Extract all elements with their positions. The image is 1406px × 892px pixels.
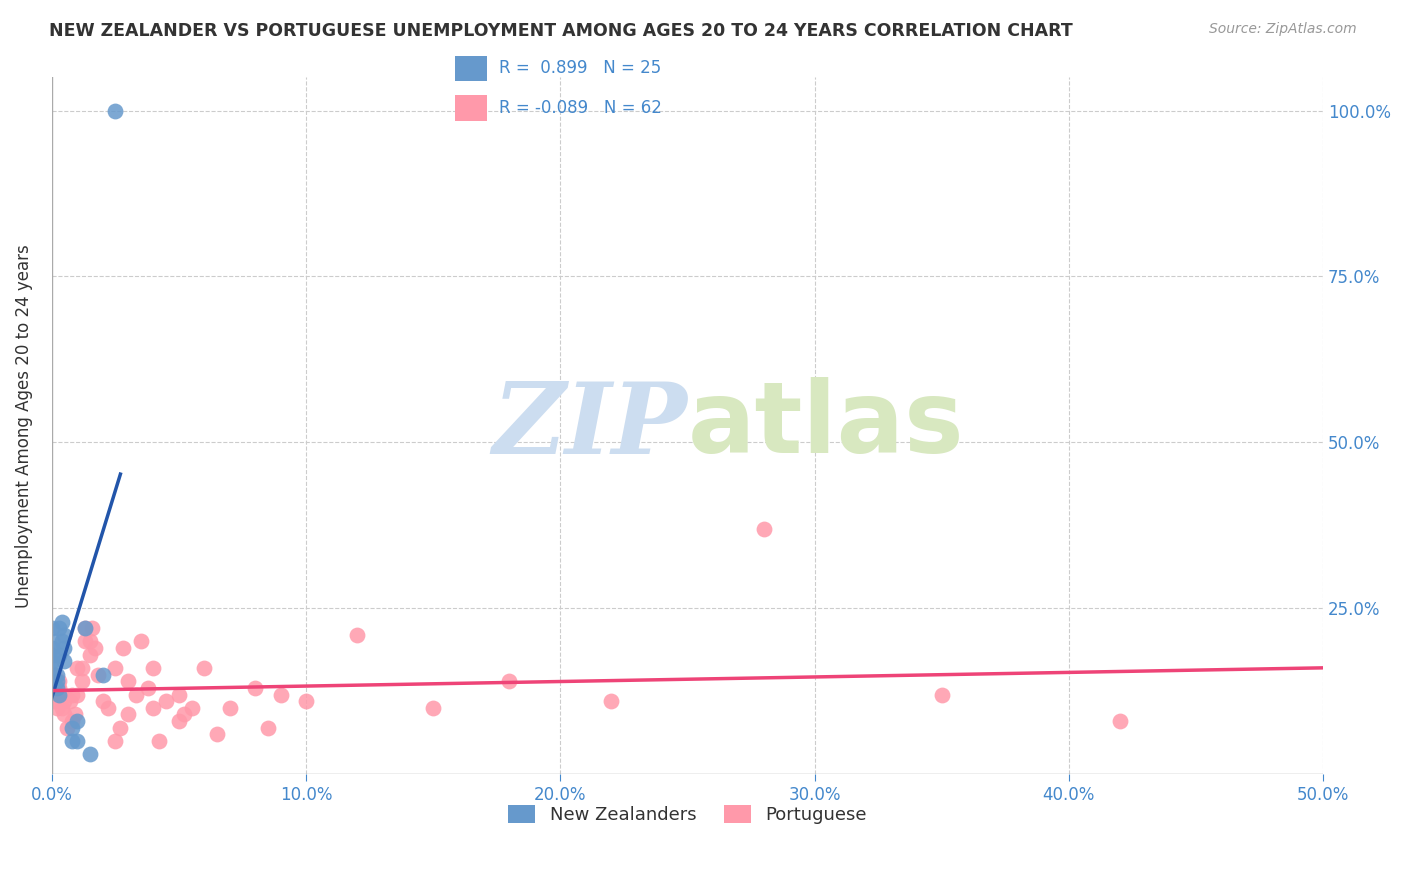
Text: R = -0.089   N = 62: R = -0.089 N = 62 bbox=[499, 99, 662, 117]
Point bbox=[79, 747, 101, 762]
Point bbox=[86, 667, 108, 681]
Point bbox=[60, 688, 83, 702]
Point bbox=[41, 674, 63, 689]
Point bbox=[53, 707, 76, 722]
Point bbox=[45, 674, 67, 689]
Point bbox=[142, 700, 165, 714]
Point bbox=[180, 700, 202, 714]
Point bbox=[51, 634, 73, 648]
Point bbox=[79, 634, 101, 648]
Point bbox=[104, 734, 127, 748]
Point bbox=[129, 634, 152, 648]
Point bbox=[600, 694, 623, 708]
Point bbox=[60, 721, 83, 735]
Point bbox=[53, 694, 76, 708]
Point bbox=[73, 621, 96, 635]
Point bbox=[84, 641, 107, 656]
Point bbox=[45, 688, 67, 702]
Y-axis label: Unemployment Among Ages 20 to 24 years: Unemployment Among Ages 20 to 24 years bbox=[15, 244, 32, 607]
Point bbox=[73, 634, 96, 648]
Point bbox=[56, 721, 79, 735]
Text: NEW ZEALANDER VS PORTUGUESE UNEMPLOYMENT AMONG AGES 20 TO 24 YEARS CORRELATION C: NEW ZEALANDER VS PORTUGUESE UNEMPLOYMENT… bbox=[49, 22, 1073, 40]
Point bbox=[138, 681, 160, 695]
Point bbox=[44, 667, 66, 681]
Legend: New Zealanders, Portuguese: New Zealanders, Portuguese bbox=[509, 805, 866, 824]
Point bbox=[73, 621, 96, 635]
Point bbox=[173, 707, 195, 722]
FancyBboxPatch shape bbox=[454, 55, 486, 81]
Point bbox=[167, 714, 190, 728]
Point bbox=[63, 707, 86, 722]
Point bbox=[66, 661, 89, 675]
Point bbox=[295, 694, 318, 708]
Point bbox=[124, 688, 146, 702]
Text: atlas: atlas bbox=[688, 377, 965, 475]
Point bbox=[41, 621, 63, 635]
FancyBboxPatch shape bbox=[454, 95, 486, 120]
Point bbox=[41, 661, 63, 675]
Point bbox=[51, 700, 73, 714]
Point bbox=[142, 661, 165, 675]
Point bbox=[72, 674, 94, 689]
Point bbox=[48, 648, 70, 662]
Point bbox=[66, 734, 89, 748]
Point bbox=[41, 634, 63, 648]
Point bbox=[243, 681, 266, 695]
Point bbox=[72, 661, 94, 675]
Point bbox=[41, 648, 63, 662]
Point bbox=[41, 654, 63, 668]
Point bbox=[45, 700, 67, 714]
Point bbox=[41, 641, 63, 656]
Point bbox=[257, 721, 280, 735]
Point bbox=[51, 615, 73, 629]
Point bbox=[53, 688, 76, 702]
Point bbox=[60, 714, 83, 728]
Text: R =  0.899   N = 25: R = 0.899 N = 25 bbox=[499, 60, 661, 78]
Point bbox=[218, 700, 240, 714]
Point bbox=[931, 688, 953, 702]
Point bbox=[193, 661, 215, 675]
Text: Source: ZipAtlas.com: Source: ZipAtlas.com bbox=[1209, 22, 1357, 37]
Point bbox=[58, 694, 80, 708]
Point bbox=[53, 641, 76, 656]
Point bbox=[48, 688, 70, 702]
Point bbox=[53, 654, 76, 668]
Point bbox=[66, 714, 89, 728]
Point bbox=[60, 734, 83, 748]
Point bbox=[44, 694, 66, 708]
Point bbox=[110, 721, 132, 735]
Point bbox=[45, 681, 67, 695]
Point bbox=[48, 681, 70, 695]
Point bbox=[53, 628, 76, 642]
Point bbox=[167, 688, 190, 702]
Point bbox=[270, 688, 292, 702]
Point bbox=[91, 667, 114, 681]
Point bbox=[1108, 714, 1130, 728]
Point bbox=[752, 522, 775, 536]
Point bbox=[44, 681, 66, 695]
Point bbox=[45, 667, 67, 681]
Point bbox=[155, 694, 177, 708]
Point bbox=[104, 661, 127, 675]
Point bbox=[205, 727, 228, 741]
Point bbox=[79, 648, 101, 662]
Point bbox=[498, 674, 520, 689]
Point bbox=[91, 694, 114, 708]
Point bbox=[117, 707, 139, 722]
Text: ZIP: ZIP bbox=[492, 377, 688, 474]
Point bbox=[97, 700, 120, 714]
Point bbox=[346, 628, 368, 642]
Point bbox=[104, 103, 127, 118]
Point bbox=[82, 621, 104, 635]
Point bbox=[422, 700, 444, 714]
Point bbox=[148, 734, 170, 748]
Point bbox=[41, 688, 63, 702]
Point bbox=[66, 688, 89, 702]
Point bbox=[48, 621, 70, 635]
Point bbox=[48, 674, 70, 689]
Point bbox=[111, 641, 134, 656]
Point bbox=[117, 674, 139, 689]
